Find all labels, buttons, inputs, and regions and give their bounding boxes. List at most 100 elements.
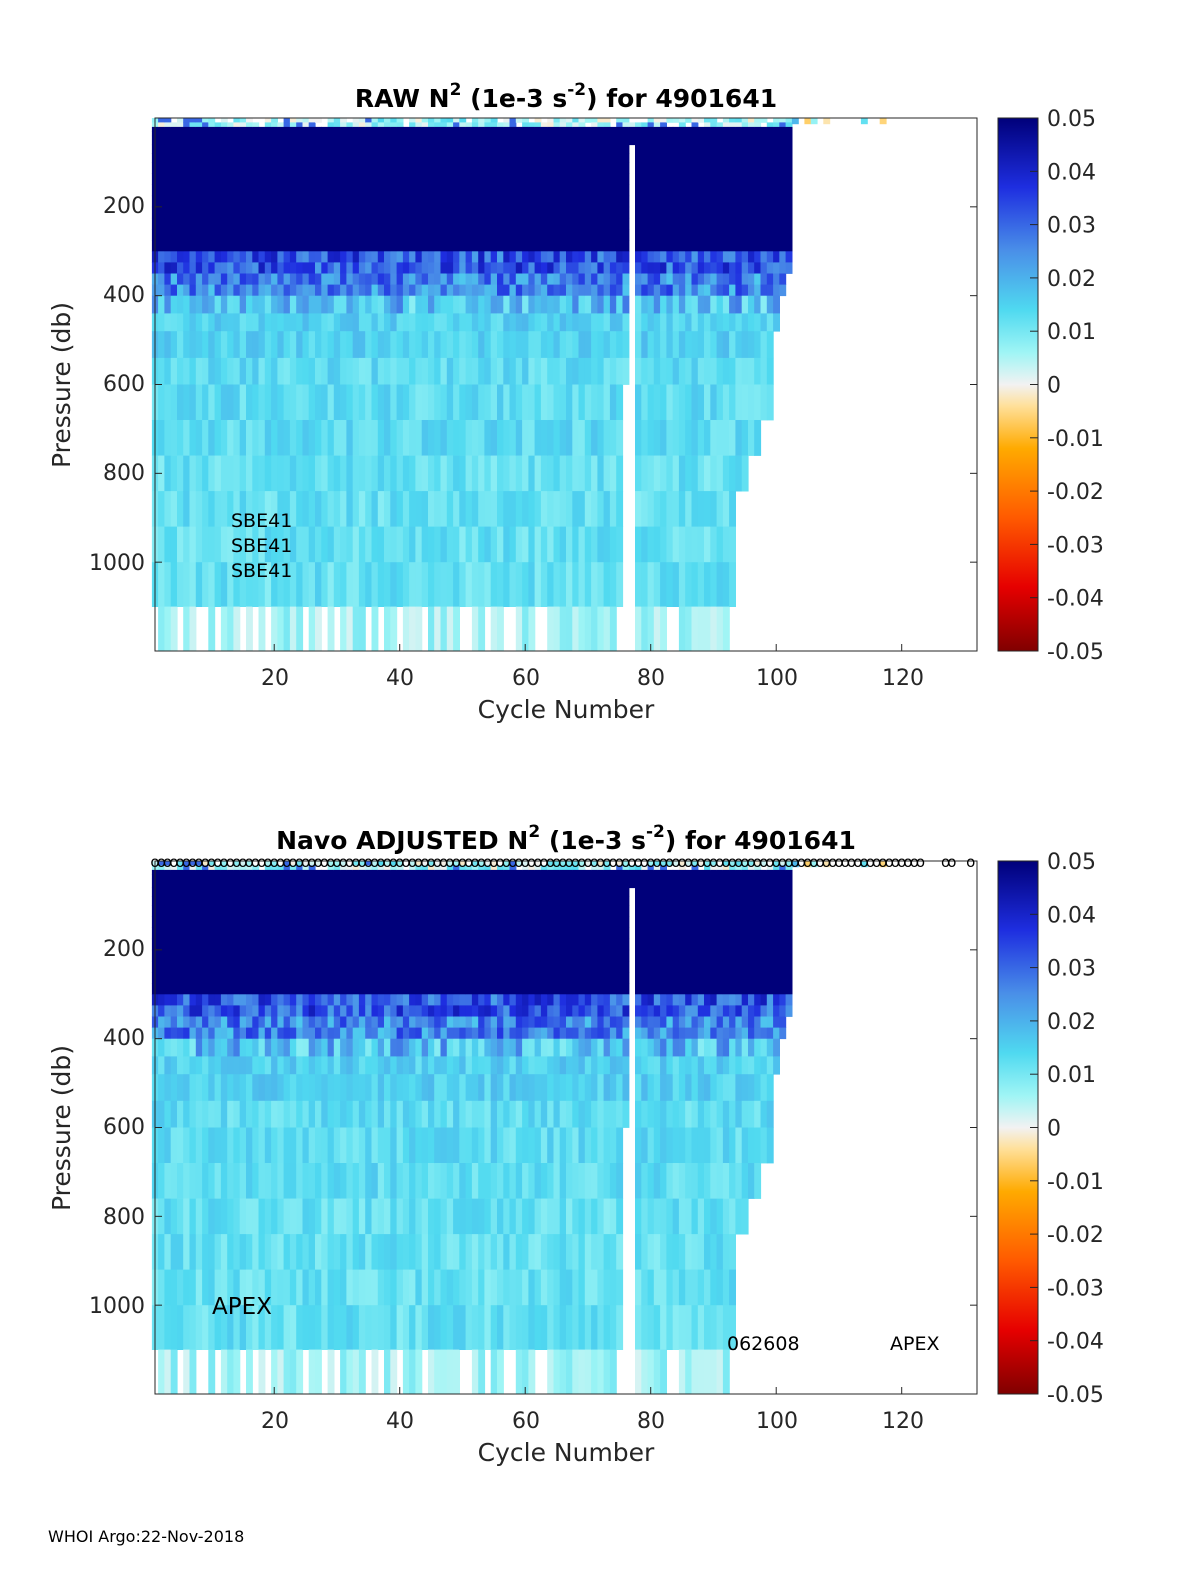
heatmap-cell [540, 972, 548, 984]
heatmap-cell [283, 491, 291, 527]
heatmap-cell [164, 1198, 172, 1235]
heatmap-cell [609, 217, 617, 230]
heatmap-cell [503, 206, 511, 219]
heatmap-cell [227, 122, 235, 128]
heatmap-cell [704, 131, 711, 137]
heatmap-cell [220, 869, 228, 875]
heatmap-cell [239, 491, 247, 527]
heatmap-cell [164, 927, 172, 940]
heatmap-cell [333, 126, 341, 132]
heatmap-cell [183, 916, 191, 928]
heatmap-cell [220, 162, 228, 174]
heatmap-cell [208, 1038, 216, 1057]
heatmap-cell [321, 251, 329, 263]
heatmap-cell [490, 927, 498, 940]
heatmap-cell [722, 173, 730, 185]
heatmap-cell [515, 217, 523, 230]
heatmap-cell [183, 262, 191, 274]
heatmap-cell [246, 262, 253, 274]
heatmap-cell [597, 206, 605, 219]
heatmap-cell [434, 1056, 442, 1075]
heatmap-cell [453, 1234, 460, 1270]
heatmap-cell [377, 927, 385, 940]
heatmap-cell [559, 217, 567, 230]
heatmap-cell [340, 1074, 347, 1102]
heatmap-cell [490, 313, 498, 332]
heatmap-cell [609, 313, 617, 332]
heatmap-cell [666, 526, 674, 563]
heatmap-cell [252, 869, 260, 875]
heatmap-cell [277, 262, 285, 274]
heatmap-cell [660, 251, 667, 263]
heatmap-cell [208, 1198, 216, 1235]
heatmap-cell [365, 1056, 373, 1075]
heatmap-cell [246, 896, 253, 906]
heatmap-cell [641, 331, 649, 359]
heatmap-cell [189, 1163, 197, 1199]
heatmap-cell [308, 420, 316, 456]
heatmap-cell [547, 960, 555, 973]
heatmap-cell [471, 135, 479, 146]
heatmap-cell [465, 295, 473, 314]
heatmap-cell [754, 384, 762, 421]
heatmap-cell [515, 1269, 523, 1306]
heatmap-cell [421, 1016, 429, 1028]
heatmap-cell [428, 313, 435, 332]
heatmap-cell [710, 384, 718, 421]
heatmap-cell [377, 960, 385, 973]
heatmap-cell [515, 927, 523, 940]
heatmap-cell [597, 153, 605, 163]
heatmap-cell [572, 1074, 580, 1102]
heatmap-cell [289, 1100, 297, 1128]
heatmap-cell [371, 1027, 379, 1040]
heatmap-cell [358, 122, 366, 128]
heatmap-cell [678, 420, 686, 456]
heatmap-cell [522, 1100, 529, 1128]
heatmap-cell [283, 173, 291, 185]
heatmap-cell [390, 135, 398, 146]
colorbar-tick-label: -0.02 [1047, 480, 1104, 505]
heatmap-cell [716, 184, 724, 197]
heatmap-cell [352, 273, 360, 285]
heatmap-cell [559, 1198, 567, 1235]
heatmap-cell [440, 949, 448, 962]
heatmap-cell [214, 1163, 222, 1199]
heatmap-cell [227, 878, 235, 889]
heatmap-cell [609, 262, 617, 274]
heatmap-cell [528, 240, 536, 252]
heatmap-cell [566, 135, 573, 146]
heatmap-cell [547, 262, 555, 274]
heatmap-cell [164, 887, 172, 897]
heatmap-cell [409, 229, 416, 241]
heatmap-cell [547, 240, 555, 252]
heatmap-cell [283, 384, 291, 421]
heatmap-cell [308, 195, 316, 208]
heatmap-cell [302, 251, 310, 263]
heatmap-cell [465, 865, 473, 871]
heatmap-cell [409, 126, 416, 132]
heatmap-cell [622, 135, 630, 146]
heatmap-cell [246, 526, 253, 563]
heatmap-cell [578, 878, 586, 889]
heatmap-cell [540, 135, 548, 146]
heatmap-cell [578, 491, 586, 527]
heatmap-cell [271, 887, 278, 897]
heatmap-cell [346, 916, 354, 928]
heatmap-cell [446, 927, 454, 940]
heatmap-cell [484, 1074, 492, 1102]
heatmap-cell [365, 357, 373, 385]
heatmap-cell [421, 1163, 429, 1199]
heatmap-cell [478, 865, 486, 871]
heatmap-cell [484, 994, 492, 1006]
heatmap-cell [258, 1056, 266, 1075]
heatmap-cell [691, 162, 699, 174]
heatmap-cell [315, 1016, 322, 1028]
heatmap-cell [434, 135, 442, 146]
heatmap-cell [503, 927, 511, 940]
heatmap-cell [748, 162, 755, 174]
heatmap-cell [440, 284, 448, 297]
heatmap-cell [697, 262, 705, 274]
heatmap-cell [559, 606, 567, 652]
heatmap-cell [158, 1027, 165, 1040]
heatmap-cell [509, 240, 517, 252]
